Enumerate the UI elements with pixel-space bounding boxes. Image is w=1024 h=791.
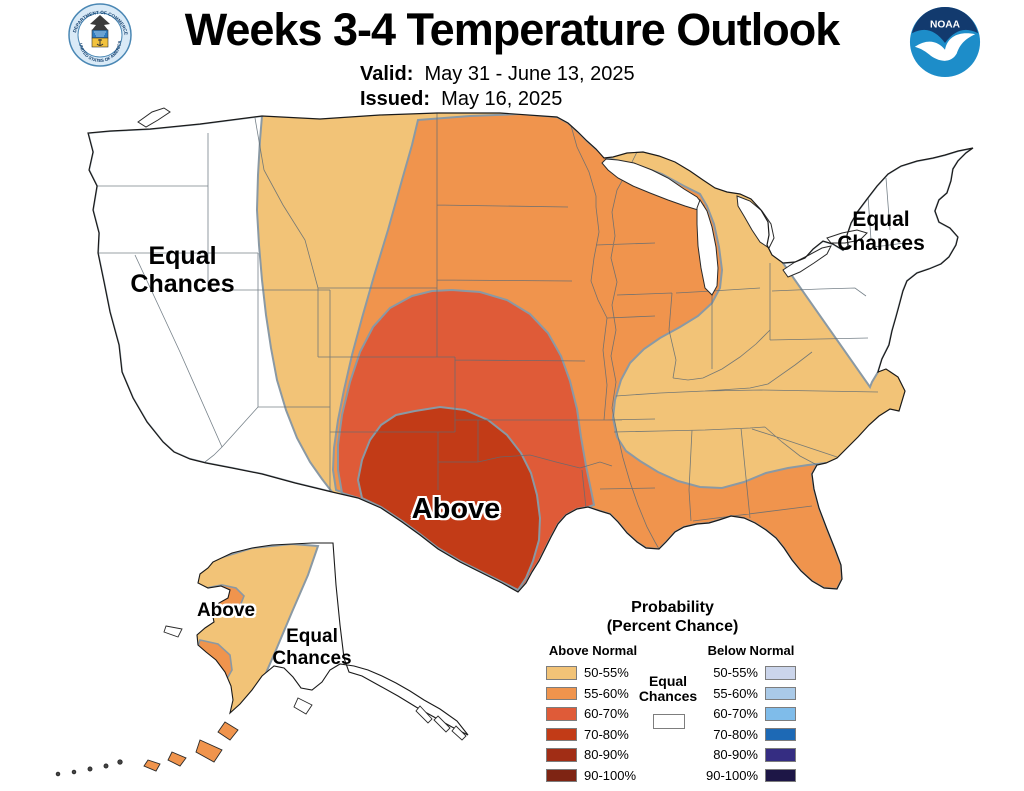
legend-row: 70-80%: [706, 726, 796, 742]
aleutian-above-1: [217, 721, 239, 741]
kodiak-island: [293, 697, 313, 715]
noaa-logo-seagull: [914, 33, 976, 61]
legend-swatch-below-55-60: [765, 686, 796, 700]
legend-row: 50-55%: [706, 665, 796, 681]
vancouver-island: [137, 107, 171, 128]
legend-range-label: 60-70%: [713, 706, 758, 722]
legend-row: 55-60%: [546, 685, 636, 701]
legend-row: 60-70%: [546, 706, 636, 722]
aleutian-islet-2: [103, 763, 109, 769]
legend-equal-line1: Equal: [648, 673, 688, 689]
legend-swatch-equal-chances: [653, 714, 685, 729]
legend-equal-chances-label: Equal Chances: [628, 674, 708, 704]
aleutian-islet-5: [55, 771, 61, 777]
legend-row: 50-55%: [546, 665, 636, 681]
valid-line: Valid: May 31 - June 13, 2025: [360, 62, 635, 87]
legend-swatch-below-80-90: [765, 748, 796, 762]
legend-swatch-above-60-70: [546, 707, 577, 721]
legend-row: 80-90%: [706, 747, 796, 763]
panhandle-island-1: [415, 705, 433, 724]
page-title: Weeks 3-4 Temperature Outlook: [184, 4, 841, 55]
region-above-70-80: [356, 405, 542, 592]
aleutian-islet-3: [87, 766, 93, 772]
aleutian-above-4: [143, 759, 161, 772]
aleutian-above-2: [195, 739, 223, 763]
valid-issued-block: Valid: May 31 - June 13, 2025 Issued: Ma…: [360, 62, 635, 112]
legend-subtitle: (Percent Chance): [606, 618, 739, 635]
lake-michigan: [696, 198, 719, 296]
alaska-islands: [55, 625, 467, 777]
legend-row: 70-80%: [546, 726, 636, 742]
legend-range-label: 50-55%: [713, 665, 758, 681]
legend-swatch-above-80-90: [546, 748, 577, 762]
above-label-alaska: Above: [196, 600, 256, 621]
legend-range-label: 50-55%: [584, 665, 629, 681]
legend-above-normal-column: 50-55% 55-60% 60-70% 70-80% 80-90% 90-10…: [546, 665, 637, 789]
great-lakes: [601, 158, 868, 296]
legend-row: 90-100%: [706, 767, 796, 783]
valid-label: Valid:: [360, 63, 414, 85]
legend-above-normal-header: Above Normal: [548, 643, 638, 658]
legend-equal-line2: Chances: [638, 688, 698, 704]
issued-label: Issued:: [360, 88, 431, 110]
legend-row: 80-90%: [546, 747, 636, 763]
equal-chances-label-alaska: Equal Chances: [272, 626, 352, 669]
aleutian-islet-1: [117, 759, 123, 765]
legend-title: Probability: [631, 599, 714, 616]
issued-line: Issued: May 16, 2025: [360, 87, 635, 112]
legend-row: 55-60%: [706, 685, 796, 701]
state-borders: [88, 113, 906, 550]
legend-range-label: 90-100%: [584, 767, 637, 783]
conus-outline: [87, 112, 974, 593]
department-of-commerce-seal-icon: DEPARTMENT OF COMMERCE UNITED STATES OF …: [68, 3, 132, 67]
legend-swatch-below-60-70: [765, 707, 796, 721]
legend-swatch-below-50-55: [765, 666, 796, 680]
legend-range-label: 55-60%: [713, 685, 758, 701]
doc-seal-eagle: [90, 15, 110, 30]
legend-range-label: 70-80%: [713, 726, 758, 742]
noaa-logo-dark-fan: [911, 6, 979, 43]
legend-below-normal-header: Below Normal: [707, 643, 795, 658]
legend-swatch-below-70-80: [765, 727, 796, 741]
legend-swatch-above-50-55: [546, 666, 577, 680]
above-label-conus: Above: [411, 493, 501, 525]
legend-range-label: 60-70%: [584, 706, 629, 722]
legend-row: 90-100%: [546, 767, 637, 783]
legend-range-label: 90-100%: [706, 767, 759, 783]
lake-erie: [782, 245, 832, 278]
noaa-logo-text: NOAA: [930, 19, 961, 30]
st-lawrence-island: [163, 625, 183, 638]
legend-swatch-above-90-100: [546, 768, 577, 782]
legend-range-label: 55-60%: [584, 685, 629, 701]
legend-range-label: 70-80%: [584, 726, 629, 742]
legend-row: 60-70%: [706, 706, 796, 722]
legend-below-normal-column: 50-55% 55-60% 60-70% 70-80% 80-90% 90-10…: [706, 665, 796, 789]
issued-date: May 16, 2025: [441, 88, 563, 110]
aleutian-above-3: [167, 751, 187, 767]
panhandle-island-2: [433, 715, 451, 733]
legend-swatch-above-55-60: [546, 686, 577, 700]
legend-range-label: 80-90%: [584, 747, 629, 763]
equal-chances-label-west: Equal Chances: [130, 242, 235, 298]
valid-date: May 31 - June 13, 2025: [424, 63, 635, 85]
panhandle-island-3: [451, 725, 467, 741]
legend-range-label: 80-90%: [713, 747, 758, 763]
equal-chances-label-northeast: Equal Chances: [837, 208, 925, 255]
noaa-logo-icon: NOAA: [909, 6, 981, 78]
legend-swatch-below-90-100: [765, 768, 796, 782]
alaska-outline: [196, 542, 469, 736]
aleutian-islet-4: [71, 769, 77, 775]
legend-swatch-above-70-80: [546, 727, 577, 741]
